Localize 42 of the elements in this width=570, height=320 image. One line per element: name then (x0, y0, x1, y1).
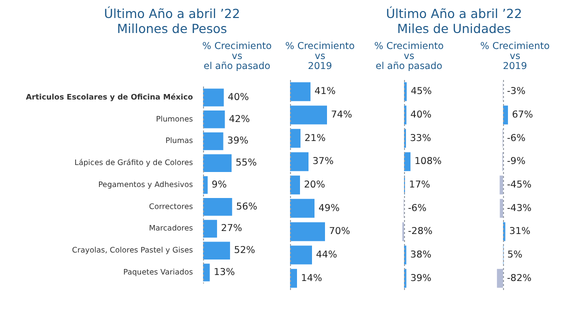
data-label: 45% (410, 86, 432, 98)
data-label: 41% (314, 86, 336, 98)
data-label: 14% (301, 272, 322, 284)
data-label: 40% (228, 92, 249, 103)
data-label: -28% (408, 226, 433, 238)
data-label: 5% (507, 249, 522, 260)
data-label: 70% (329, 226, 350, 238)
data-label: 38% (410, 249, 432, 260)
data-label: -3% (507, 86, 526, 98)
data-label: 55% (236, 158, 257, 169)
data-label: 20% (304, 179, 326, 190)
data-label: -9% (507, 156, 526, 168)
data-label: 108% (414, 156, 442, 168)
data-label: -6% (408, 202, 426, 214)
data-label: 49% (318, 202, 340, 214)
data-label: -6% (507, 132, 526, 144)
chart-subtitle: % Crecimiento vs el año pasado (373, 41, 445, 72)
chart-subtitle: % Crecimiento vs 2019 (285, 41, 355, 72)
data-label: 74% (331, 109, 352, 120)
data-label: 42% (228, 114, 250, 125)
data-label: 33% (410, 132, 432, 144)
data-label: 27% (221, 223, 242, 234)
text: Último Año a abril ’22 Miles de Unidades (384, 6, 524, 36)
data-label: 37% (312, 156, 334, 168)
data-label: 17% (409, 179, 430, 190)
data-label: 39% (227, 136, 248, 147)
data-label: -45% (507, 179, 532, 190)
data-label: 40% (410, 109, 432, 120)
data-label: 39% (410, 272, 432, 284)
chart-subtitle: % Crecimiento vs 2019 (479, 41, 551, 72)
chart-subtitle: % Crecimiento vs el año pasado (202, 41, 272, 72)
data-label: 52% (234, 245, 256, 256)
data-label: -82% (507, 272, 532, 284)
data-label: 44% (316, 249, 338, 260)
data-label: 56% (236, 201, 258, 212)
data-label: -43% (507, 202, 532, 214)
data-label: 13% (214, 266, 235, 278)
data-label: 9% (212, 179, 227, 190)
data-label: 31% (509, 226, 530, 238)
data-label: 21% (304, 132, 326, 144)
chart-title: Último Año a abril ’22 Millones de Pesos (102, 6, 242, 36)
data-label: 67% (512, 109, 534, 120)
